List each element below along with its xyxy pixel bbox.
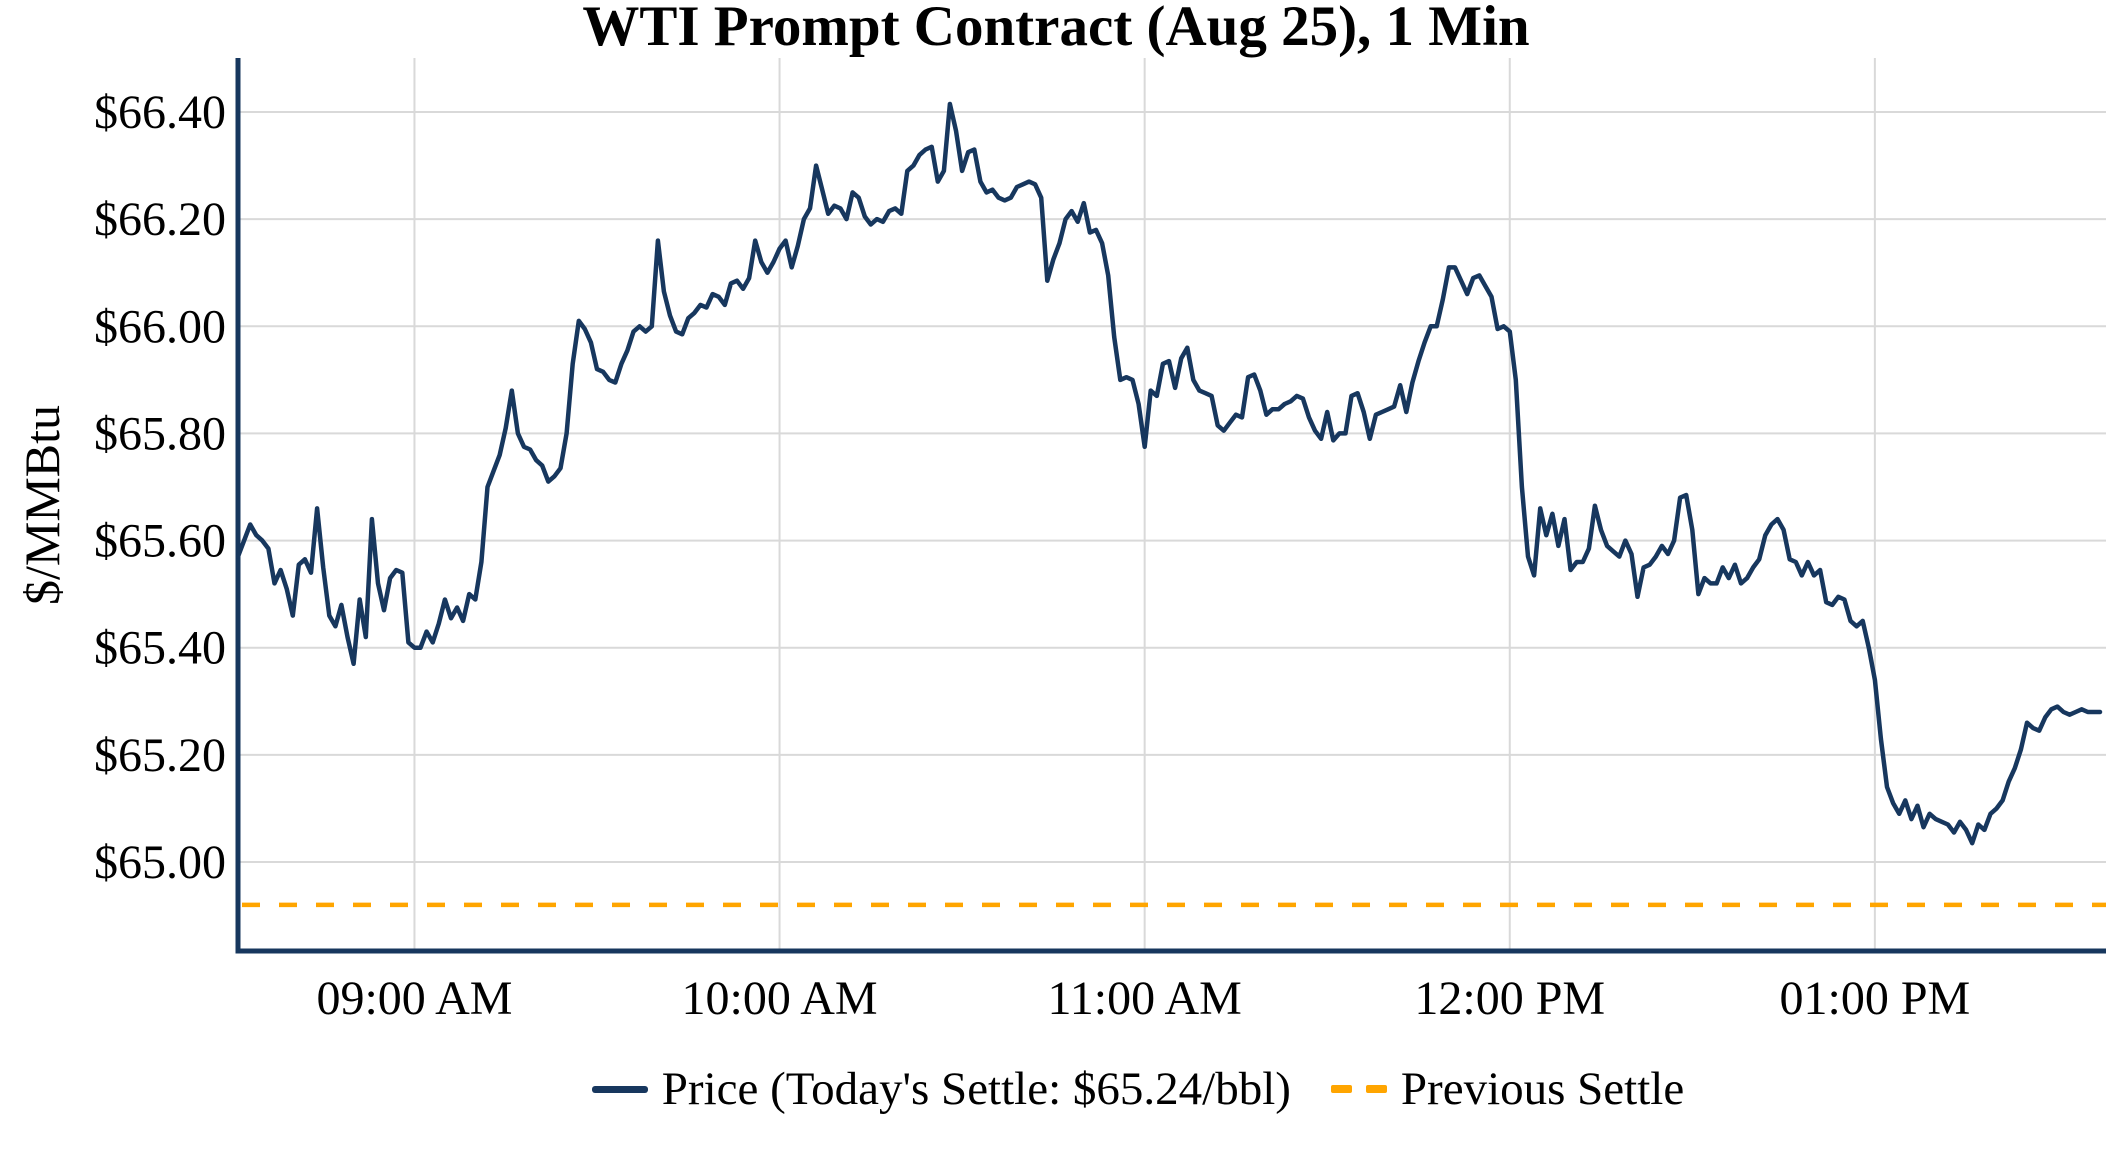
x-tick-label: 01:00 PM (1779, 972, 1970, 1025)
y-tick-label: $65.80 (94, 407, 226, 460)
y-tick-label: $66.40 (94, 86, 226, 139)
x-tick-label: 11:00 AM (1048, 972, 1242, 1025)
y-tick-label: $65.60 (94, 515, 226, 568)
y-tick-label: $65.40 (94, 622, 226, 675)
legend-price-label: Price (Today's Settle: $65.24/bbl) (661, 1063, 1291, 1115)
chart-title: WTI Prompt Contract (Aug 25), 1 Min (582, 0, 1530, 58)
legend: Price (Today's Settle: $65.24/bbl) Previ… (0, 1062, 2112, 1116)
legend-previous-settle-label: Previous Settle (1400, 1063, 1685, 1115)
price-line-swatch-icon (591, 1085, 648, 1093)
x-tick-label: 10:00 AM (682, 972, 878, 1025)
x-tick-label: 12:00 PM (1414, 972, 1605, 1025)
price-line (235, 101, 2103, 846)
previous-settle-dash-swatch-icon (1330, 1085, 1387, 1093)
y-tick-label: $65.20 (94, 729, 226, 782)
gridlines (238, 58, 2106, 949)
x-tick-label: 09:00 AM (316, 972, 512, 1025)
y-tick-label: $66.20 (94, 193, 226, 246)
axes (235, 58, 2106, 954)
y-tick-label: $65.00 (94, 836, 226, 889)
y-tick-label: $66.00 (94, 300, 226, 353)
y-tick-labels: $66.40 $66.20 $66.00 $65.80 $65.60 $65.40 $65.… (94, 86, 226, 889)
x-tick-labels: 09:00 AM 10:00 AM 11:00 AM 12:00 PM 01:00 PM (316, 972, 1970, 1025)
